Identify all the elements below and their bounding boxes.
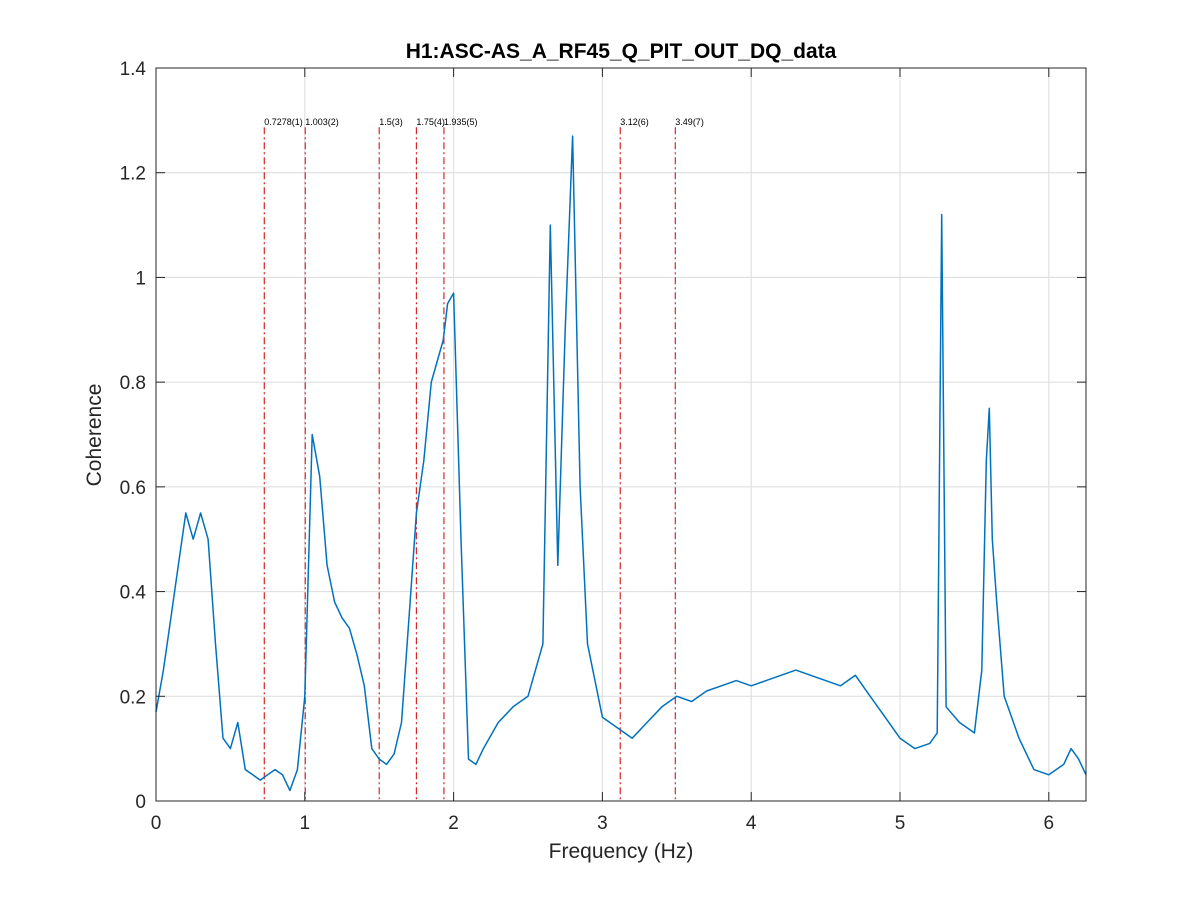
y-tick-label: 1.2 — [120, 164, 146, 185]
y-tick-label: 1 — [135, 268, 146, 289]
x-tick-label: 5 — [895, 813, 906, 834]
chart-title: H1:ASC-AS_A_RF45_Q_PIT_OUT_DQ_data — [406, 40, 837, 63]
x-tick-label: 6 — [1044, 813, 1055, 834]
marker-label: 1.935(5) — [444, 117, 478, 127]
y-tick-label: 0 — [135, 792, 146, 813]
series-layer — [155, 135, 1087, 792]
marker-lines: 0.7278(1) 1.003(2) 1.5(3) 1.75(4)1.935(5) 3.… — [263, 117, 704, 801]
y-axis: 0 0.2 0.4 0.6 0.8 1 1.2 1.4 — [120, 59, 1086, 813]
marker-label: 1.003(2) — [305, 117, 339, 127]
y-tick-label: 0.4 — [120, 583, 147, 604]
x-tick-label: 3 — [597, 813, 608, 834]
y-tick-label: 0.6 — [120, 478, 146, 499]
x-axis-label: Frequency (Hz) — [549, 840, 694, 863]
x-tick-label: 4 — [746, 813, 757, 834]
plot-area — [156, 68, 1086, 801]
marker-label: 1.75(4) — [416, 117, 445, 127]
marker-label: 3.49(7) — [675, 117, 704, 127]
plot-frame — [155, 67, 1087, 802]
x-axis: 0 1 2 3 4 5 6 — [151, 68, 1054, 834]
y-axis-label: Coherence — [83, 384, 106, 487]
y-tick-label: 1.4 — [120, 59, 147, 80]
marker-label: 1.5(3) — [379, 117, 403, 127]
marker-label: 3.12(6) — [620, 117, 649, 127]
x-tick-label: 0 — [151, 813, 162, 834]
x-tick-label: 2 — [448, 813, 459, 834]
x-tick-label: 1 — [300, 813, 311, 834]
coherence-series-line — [155, 135, 1087, 792]
y-tick-label: 0.2 — [120, 687, 146, 708]
marker-label: 0.7278(1) — [264, 117, 303, 127]
y-tick-label: 0.8 — [120, 373, 146, 394]
